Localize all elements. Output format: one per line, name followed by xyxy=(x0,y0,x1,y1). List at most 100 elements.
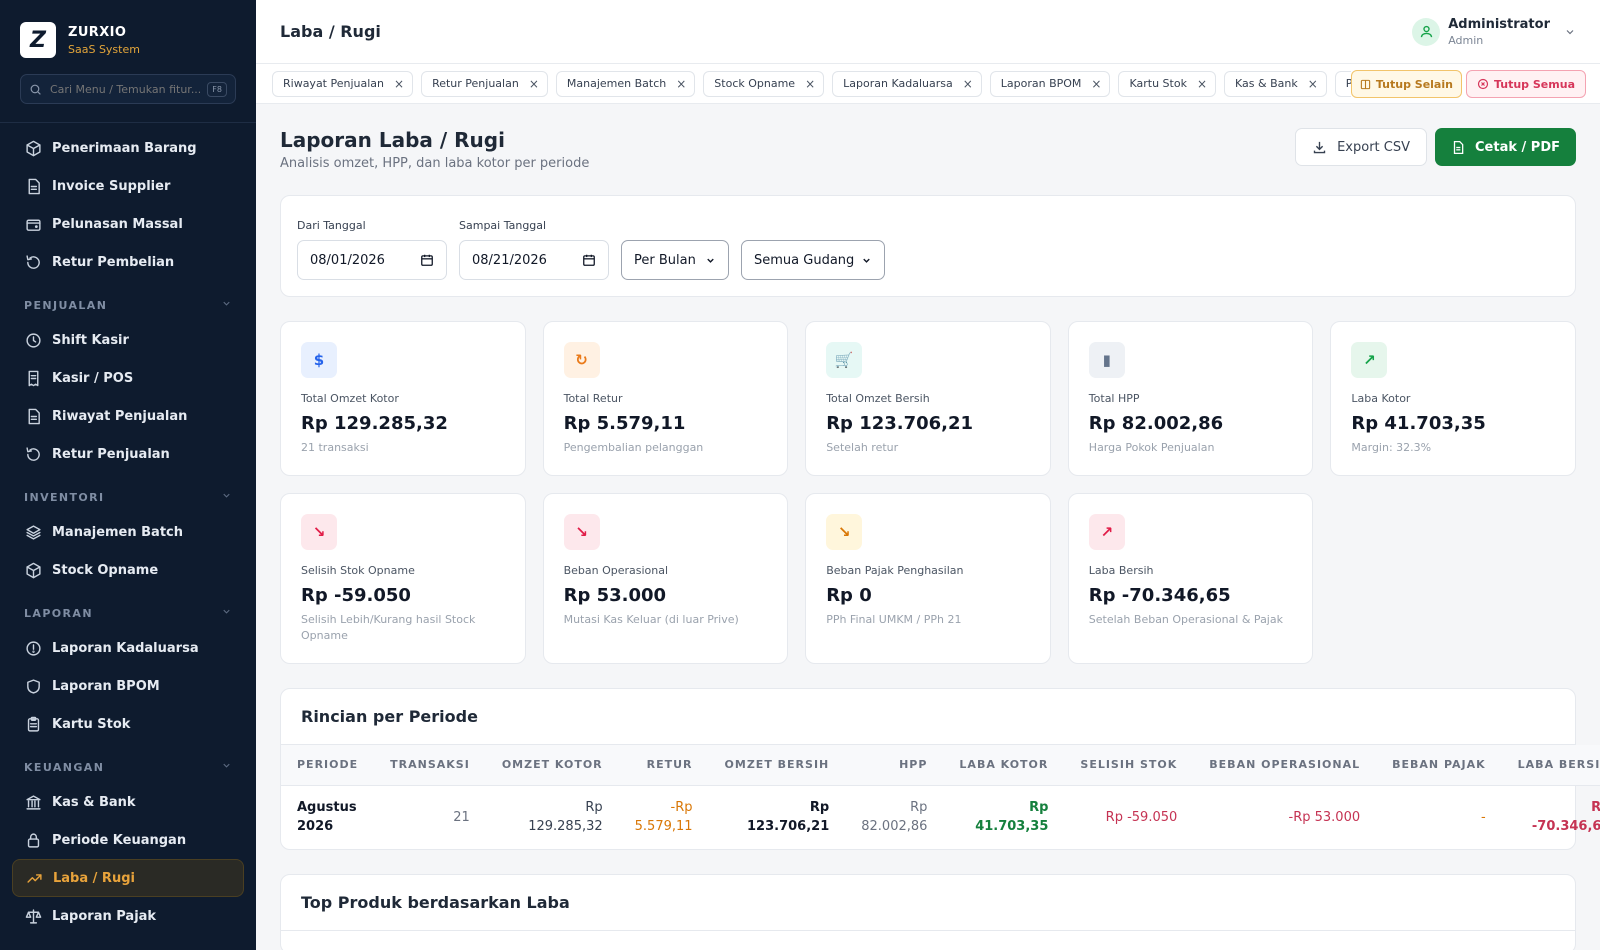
sidebar-item-laporan-kadaluarsa[interactable]: Laporan Kadaluarsa xyxy=(0,629,256,667)
table-header-row: PERIODE TRANSAKSI OMZET KOTOR RETUR OMZET BE… xyxy=(281,745,1600,786)
cell-laba-kotor: Rp 41.703,35 xyxy=(943,785,1064,849)
sidebar-section-inventori[interactable]: INVENTORI xyxy=(0,473,256,513)
top-products-card: Top Produk berdasarkan Laba xyxy=(280,874,1576,950)
sidebar-item-laba-rugi[interactable]: Laba / Rugi xyxy=(12,859,244,897)
top-header: Laba / Rugi Administrator Admin xyxy=(256,0,1600,64)
close-icon[interactable]: × xyxy=(1307,76,1318,91)
sidebar-section-laporan[interactable]: LAPORAN xyxy=(0,589,256,629)
print-pdf-button[interactable]: Cetak / PDF xyxy=(1435,128,1576,166)
stat-label: Beban Pajak Penghasilan xyxy=(826,564,964,577)
tab-riwayat-penjualan[interactable]: Riwayat Penjualan × xyxy=(272,70,414,97)
close-others-label: Tutup Selain xyxy=(1375,77,1453,91)
sidebar-item-invoice-supplier[interactable]: Invoice Supplier xyxy=(0,167,256,205)
from-date-value: 08/01/2026 xyxy=(310,252,385,268)
sidebar-item-laporan-bpom[interactable]: Laporan BPOM xyxy=(0,667,256,705)
export-csv-button[interactable]: Export CSV xyxy=(1295,128,1427,166)
sidebar-item-penerimaan-barang[interactable]: Penerimaan Barang xyxy=(0,129,256,167)
close-icon[interactable]: × xyxy=(676,76,687,91)
warehouse-select[interactable]: Semua Gudang xyxy=(741,240,885,280)
menu-search-input[interactable] xyxy=(50,82,200,96)
cell-laba-bersih: Rp -70.346,65 xyxy=(1502,785,1600,849)
cell-value: Agustus 2026 xyxy=(297,800,357,835)
stat-card-total-omzet-bersih: 🛒 Total Omzet Bersih Rp 123.706,21 Setelah … xyxy=(805,321,1051,476)
close-others-button[interactable]: Tutup Selain xyxy=(1350,70,1462,98)
tabs-list: Riwayat Penjualan × Retur Penjualan × Manaje… xyxy=(272,70,1482,97)
sidebar-item-retur-penjualan[interactable]: Retur Penjualan xyxy=(0,435,256,473)
sidebar-item-periode-keuangan[interactable]: Periode Keuangan xyxy=(0,821,256,859)
trend-down-icon: ↘ xyxy=(301,514,337,550)
tab-kas-bank[interactable]: Kas & Bank × xyxy=(1224,70,1327,97)
document-icon xyxy=(1453,140,1464,154)
to-date-group: Sampai Tanggal 08/21/2026 xyxy=(459,219,609,280)
tab-kartu-stok[interactable]: Kartu Stok × xyxy=(1118,70,1217,97)
sidebar-item-laporan-pajak[interactable]: Laporan Pajak xyxy=(0,897,256,935)
sidebar-section-keuangan[interactable]: KEUANGAN xyxy=(0,743,256,783)
column-header: RETUR xyxy=(618,745,709,786)
from-date-input[interactable]: 08/01/2026 xyxy=(297,240,447,280)
sidebar-item-stock-opname[interactable]: Stock Opname xyxy=(0,551,256,589)
tab-label: Laporan BPOM xyxy=(1000,77,1082,90)
close-icon[interactable]: × xyxy=(1091,76,1102,91)
table-row[interactable]: Agustus 2026 21 Rp 129.285,32 -Rp 5.579,11 R… xyxy=(281,785,1600,849)
search-shortcut-badge: F8 xyxy=(207,81,227,97)
cell-value: - xyxy=(1480,809,1486,825)
sidebar-item-manajemen-batch[interactable]: Manajemen Batch xyxy=(0,513,256,551)
stat-note: PPh Final UMKM / PPh 21 xyxy=(826,613,962,626)
tab-label: Stock Opname xyxy=(714,77,796,90)
cart-icon: 🛒 xyxy=(826,342,863,378)
warehouse-select-value: Semua Gudang xyxy=(754,252,855,268)
cell-transaksi: 21 xyxy=(374,785,486,849)
tab-laporan-bpom[interactable]: Laporan BPOM × xyxy=(989,70,1111,97)
close-icon[interactable]: × xyxy=(805,76,816,91)
cell-beban-pajak: - xyxy=(1376,785,1502,849)
period-select[interactable]: Per Bulan xyxy=(621,240,729,280)
tab-stock-opname[interactable]: Stock Opname × xyxy=(703,70,825,97)
cell-value: -Rp 53.000 xyxy=(1288,809,1361,825)
trend-down-icon: ↘ xyxy=(563,514,600,550)
column-header: HPP xyxy=(845,745,944,786)
tab-laporan-kadaluarsa[interactable]: Laporan Kadaluarsa × xyxy=(832,70,982,97)
sidebar-item-retur-pembelian[interactable]: Retur Pembelian xyxy=(0,243,256,281)
brand[interactable]: Z ZURXIO SaaS System xyxy=(0,0,256,60)
user-menu[interactable]: Administrator Admin xyxy=(1412,17,1576,47)
to-date-value: 08/21/2026 xyxy=(472,252,547,268)
refresh-icon: ↻ xyxy=(563,342,600,378)
close-icon[interactable]: × xyxy=(1196,76,1208,91)
download-icon xyxy=(1313,141,1326,153)
stat-label: Total Omzet Bersih xyxy=(826,392,930,405)
to-date-input[interactable]: 08/21/2026 xyxy=(459,240,609,280)
sidebar-item-pelunasan-massal[interactable]: Pelunasan Massal xyxy=(0,205,256,243)
warehouse-select-group: Semua Gudang xyxy=(741,240,885,280)
menu-search[interactable]: F8 xyxy=(20,74,236,104)
sidebar-item-label: Kasir / POS xyxy=(52,370,134,386)
tab-manajemen-batch[interactable]: Manajemen Batch × xyxy=(555,70,696,97)
undo-icon xyxy=(24,445,42,463)
open-tabs-bar: Riwayat Penjualan × Retur Penjualan × Manaje… xyxy=(256,64,1600,104)
search-icon xyxy=(30,84,41,95)
sidebar-item-kasir-pos[interactable]: Kasir / POS xyxy=(0,359,256,397)
period-breakdown-card: Rincian per Periode PERIODE TRANSAKSI OMZE… xyxy=(280,688,1600,850)
document-icon xyxy=(24,407,42,425)
sidebar-item-kartu-stok[interactable]: Kartu Stok xyxy=(0,705,256,743)
chevron-down-icon xyxy=(863,258,870,263)
sidebar-section-penjualan[interactable]: PENJUALAN xyxy=(0,281,256,321)
cell-value: Rp 129.285,32 xyxy=(528,800,603,835)
sidebar-nav: Penerimaan Barang Invoice Supplier Pelunas… xyxy=(0,123,256,935)
sidebar-item-riwayat-penjualan[interactable]: Riwayat Penjualan xyxy=(0,397,256,435)
close-icon[interactable]: × xyxy=(528,76,539,91)
header-title: Laba / Rugi xyxy=(280,22,381,41)
close-icon[interactable]: × xyxy=(394,76,405,91)
sidebar-item-shift-kasir[interactable]: Shift Kasir xyxy=(0,321,256,359)
cell-hpp: Rp 82.002,86 xyxy=(845,785,943,849)
page-subtitle: Analisis omzet, HPP, dan laba kotor per … xyxy=(280,156,590,171)
bar-chart-icon: ▮ xyxy=(1088,342,1125,378)
cell-retur: -Rp 5.579,11 xyxy=(619,785,709,849)
tab-retur-penjualan[interactable]: Retur Penjualan × xyxy=(421,70,548,97)
close-icon[interactable]: × xyxy=(962,76,973,91)
sidebar-item-kas-bank[interactable]: Kas & Bank xyxy=(0,783,256,821)
alert-icon xyxy=(24,639,42,657)
chevron-down-icon xyxy=(221,760,232,774)
stat-label: Laba Kotor xyxy=(1351,392,1411,405)
close-all-button[interactable]: Tutup Semua xyxy=(1465,70,1586,98)
stat-card-beban-operasional: ↘ Beban Operasional Rp 53.000 Mutasi Kas Ke… xyxy=(542,493,789,664)
